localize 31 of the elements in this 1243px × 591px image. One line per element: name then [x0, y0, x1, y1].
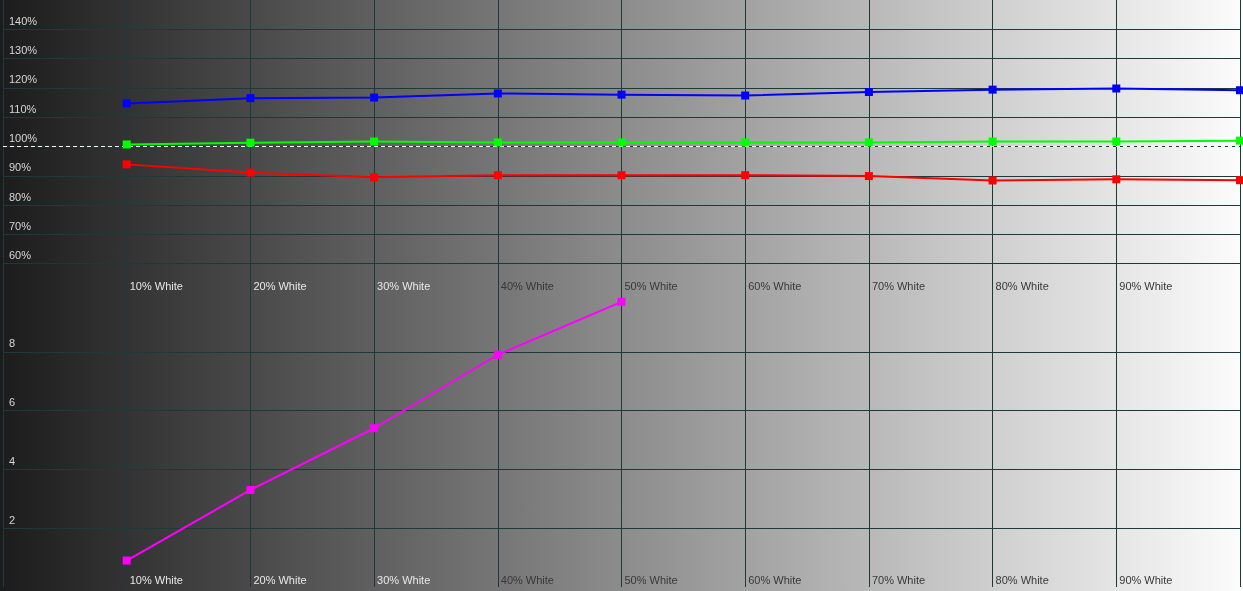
- x-tick-label: 80% White: [995, 279, 1049, 292]
- x-tick-label: 10% White: [129, 573, 183, 586]
- x-tick-label: 70% White: [871, 573, 926, 586]
- y-tick-label: 60%: [9, 249, 32, 262]
- x-tick-label: 20% White: [253, 279, 307, 292]
- y-tick-label: 120%: [9, 73, 38, 86]
- x-tick-label: 50% White: [624, 279, 678, 292]
- x-tick-label: 40% White: [500, 573, 554, 586]
- x-tick-label: 90% White: [1119, 573, 1173, 586]
- y-tick-label: 140%: [9, 14, 38, 27]
- y-tick-label: 8: [9, 337, 16, 350]
- x-tick-label: 10% White: [129, 279, 183, 292]
- y-tick-label: 130%: [9, 44, 38, 57]
- x-tick-label: 80% White: [995, 573, 1049, 586]
- y-tick-label: 70%: [9, 219, 32, 232]
- x-tick-label: 40% White: [500, 279, 554, 292]
- y-tick-label: 2: [9, 513, 16, 526]
- x-tick-label: 20% White: [253, 573, 307, 586]
- x-tick-label: 30% White: [377, 573, 431, 586]
- x-tick-label: 70% White: [871, 279, 926, 292]
- x-tick-label: 50% White: [624, 573, 678, 586]
- y-tick-label: 90%: [9, 161, 32, 174]
- x-tick-label: 60% White: [748, 573, 802, 586]
- y-tick-label: 4: [9, 454, 16, 467]
- x-tick-label: 90% White: [1119, 279, 1173, 292]
- y-tick-label: 80%: [9, 190, 32, 203]
- y-tick-label: 6: [9, 396, 16, 409]
- x-tick-label: 30% White: [377, 279, 431, 292]
- y-tick-label: 110%: [9, 102, 37, 115]
- x-tick-label: 60% White: [748, 279, 802, 292]
- y-tick-label: 100%: [9, 132, 38, 144]
